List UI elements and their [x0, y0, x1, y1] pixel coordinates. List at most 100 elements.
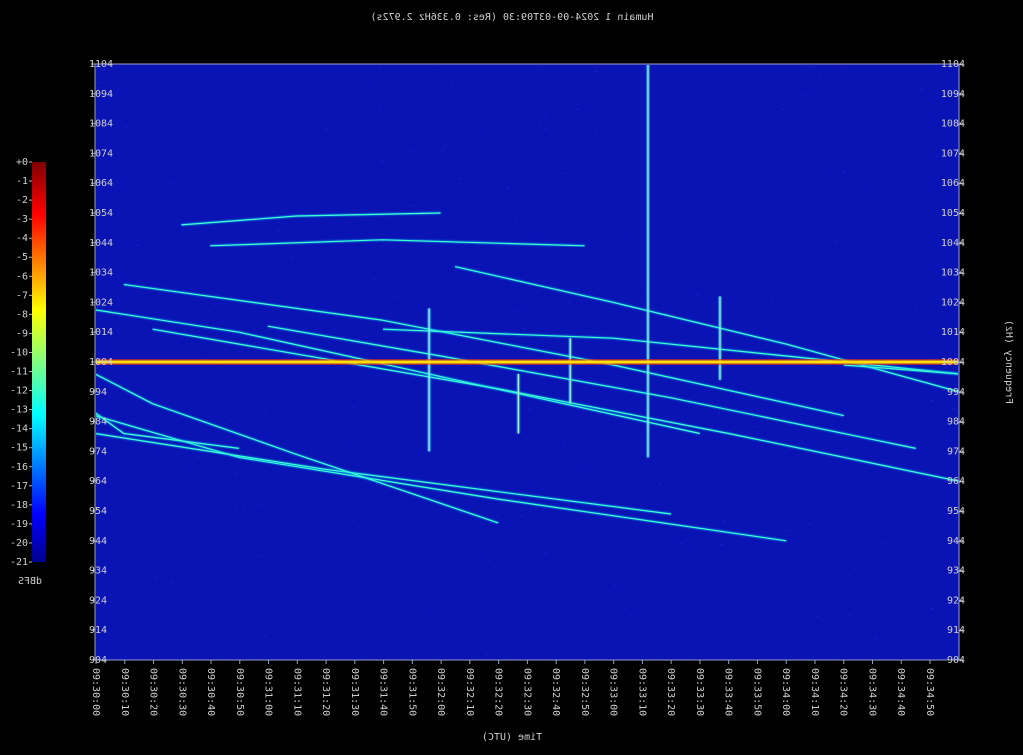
- colorbar-tick-label: -3: [16, 214, 28, 225]
- y-tick-label-left: 1044: [89, 238, 113, 249]
- y-tick-label-right: 954: [947, 506, 965, 517]
- x-tick-label: 09:33:50: [751, 668, 762, 716]
- x-tick-label: 09:32:00: [435, 668, 446, 716]
- y-tick-label-left: 1054: [89, 208, 113, 219]
- colorbar-tick-label: -13: [10, 405, 28, 416]
- x-tick-label: 09:31:20: [320, 668, 331, 716]
- y-tick-label-left: 1104: [89, 59, 113, 70]
- x-tick-label: 09:32:10: [464, 668, 475, 716]
- x-tick-label: 09:32:50: [579, 668, 590, 716]
- doppler-trace: [96, 433, 672, 515]
- y-tick-label-left: 984: [89, 417, 107, 428]
- colorbar-tick-label: +0: [16, 157, 28, 168]
- y-tick-label-left: 1064: [89, 178, 113, 189]
- x-tick-label: 09:32:20: [493, 668, 504, 716]
- y-tick-label-right: 924: [947, 595, 965, 606]
- colorbar-tick-label: -20: [10, 538, 28, 549]
- colorbar-tick-label: -1: [16, 176, 28, 187]
- y-tick-label-left: 1014: [89, 327, 113, 338]
- y-tick-label-right: 934: [947, 566, 965, 577]
- x-axis: 09:30:00 09:30:10 09:30:20 09:30:30 09:30:40…: [90, 660, 935, 716]
- y-tick-label-right: 1004: [941, 357, 965, 368]
- y-tick-label-right: 1054: [941, 208, 965, 219]
- doppler-trace: [123, 283, 844, 417]
- y-tick-label-left: 954: [89, 506, 107, 517]
- doppler-trace: [843, 364, 958, 375]
- y-tick-label-right: 1024: [941, 297, 965, 308]
- impulse-core: [569, 338, 571, 404]
- y-tick-label-left: 994: [89, 387, 107, 398]
- colorbar-tick-label: -16: [10, 462, 28, 473]
- y-tick-label-left: 944: [89, 536, 107, 547]
- x-tick-label: 09:32:40: [550, 668, 561, 716]
- colorbar-tick-label: -10: [10, 347, 28, 358]
- x-tick-label: 09:31:30: [349, 668, 360, 716]
- colorbar-tick-label: -12: [10, 386, 28, 397]
- y-axis-label: Frequency (Hz): [1003, 320, 1014, 404]
- colorbar: +0 -1 -2 -3 -4 -5 -6 -7 -8 -9 -10 -11 -12 -13 -14 -15 -1…: [10, 157, 46, 568]
- y-tick-label-left: 964: [89, 476, 107, 487]
- x-tick-label: 09:33:20: [665, 668, 676, 716]
- colorbar-tick-label: -8: [16, 309, 28, 320]
- x-tick-label: 09:30:00: [90, 668, 101, 716]
- x-axis-label: Time (UTC): [482, 732, 542, 743]
- x-tick-label: 09:30:10: [119, 668, 130, 716]
- impulse-core: [517, 373, 519, 434]
- x-tick-label: 09:34:20: [838, 668, 849, 716]
- y-tick-label-left: 1024: [89, 297, 113, 308]
- colorbar-tick-label: -15: [10, 443, 28, 454]
- colorbar-tick-label: -9: [16, 328, 28, 339]
- x-tick-label: 09:30:40: [205, 668, 216, 716]
- x-tick-label: 09:31:10: [291, 668, 302, 716]
- y-tick-label-right: 1014: [941, 327, 965, 338]
- colorbar-tick-label: -21: [10, 557, 28, 568]
- colorbar-tick-label: -19: [10, 519, 28, 530]
- x-tick-label: 09:33:00: [608, 668, 619, 716]
- chart-title: Humain 1 2024-09-03T09:30 (Res: 0.336Hz …: [371, 12, 654, 23]
- y-tick-label-left: 1094: [89, 89, 113, 100]
- y-tick-label-right: 1064: [941, 178, 965, 189]
- impulse-core: [428, 308, 430, 452]
- x-tick-label: 09:34:00: [780, 668, 791, 716]
- x-tick-label: 09:30:20: [148, 668, 159, 716]
- colorbar-tick-label: -7: [16, 290, 28, 301]
- impulse-core: [719, 296, 721, 380]
- y-axis-right: 904 914 924 934 944 954 964 974 984 994 1004 1014 10…: [89, 59, 113, 666]
- colorbar-gradient: [32, 162, 46, 562]
- x-tick-label: 09:33:40: [723, 668, 734, 716]
- y-tick-label-left: 904: [89, 655, 107, 666]
- y-tick-label-left: 914: [89, 625, 107, 636]
- x-tick-label: 09:31:50: [406, 668, 417, 716]
- colorbar-tick-label: -18: [10, 500, 28, 511]
- y-tick-label-left: 934: [89, 566, 107, 577]
- doppler-trace: [267, 325, 916, 449]
- impulse-core: [647, 65, 649, 458]
- colorbar-tick-label: -6: [16, 271, 28, 282]
- y-axis-left: 904 914 924 934 944 954 964 974 984 994 1004 1014 10…: [941, 59, 965, 666]
- x-tick-label: 09:31:00: [263, 668, 274, 716]
- y-tick-label-right: 974: [947, 446, 965, 457]
- x-tick-label: 09:33:10: [636, 668, 647, 716]
- y-tick-label-left: 1084: [89, 119, 113, 130]
- doppler-trace: [96, 412, 240, 449]
- colorbar-label: dBFS: [18, 576, 42, 587]
- doppler-trace: [96, 373, 499, 524]
- colorbar-tick-label: -4: [16, 233, 28, 244]
- y-tick-label-right: 1104: [941, 59, 965, 70]
- colorbar-tick-label: -14: [10, 424, 28, 435]
- y-tick-label-right: 914: [947, 625, 965, 636]
- x-tick-label: 09:34:40: [895, 668, 906, 716]
- x-tick-label: 09:34:50: [924, 668, 935, 716]
- x-tick-label: 09:30:50: [234, 668, 245, 716]
- y-tick-label-right: 1084: [941, 119, 965, 130]
- x-tick-label: 09:34:30: [866, 668, 877, 716]
- y-tick-label-right: 1094: [941, 89, 965, 100]
- x-tick-label: 09:33:30: [694, 668, 705, 716]
- y-tick-label-right: 1074: [941, 148, 965, 159]
- doppler-trace: [210, 239, 585, 247]
- y-tick-label-left: 974: [89, 446, 107, 457]
- y-tick-label-left: 1074: [89, 148, 113, 159]
- y-tick-label-right: 944: [947, 536, 965, 547]
- colorbar-tick-label: -2: [16, 195, 28, 206]
